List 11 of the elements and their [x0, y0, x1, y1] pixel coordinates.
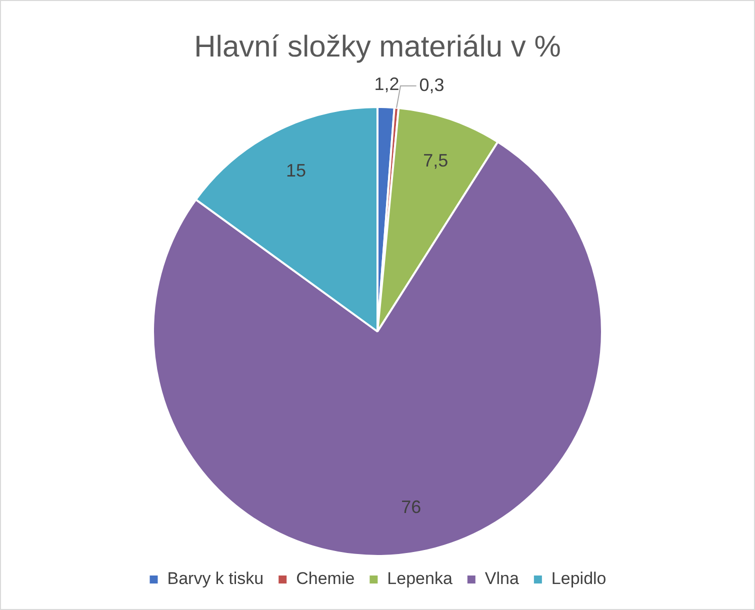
- data-label: 7,5: [423, 150, 448, 171]
- legend-label: Chemie: [296, 569, 355, 588]
- legend-label: Barvy k tisku: [167, 569, 264, 588]
- legend-label: Lepenka: [387, 569, 453, 588]
- data-label: 15: [286, 160, 306, 180]
- legend-label: Vlna: [484, 569, 520, 588]
- chart-title: Hlavní složky materiálu v %: [194, 30, 561, 64]
- legend-label: Lepidlo: [551, 569, 606, 588]
- data-label: 1,2: [374, 74, 400, 94]
- data-label: 76: [401, 496, 422, 517]
- data-label: 0,3: [419, 74, 444, 95]
